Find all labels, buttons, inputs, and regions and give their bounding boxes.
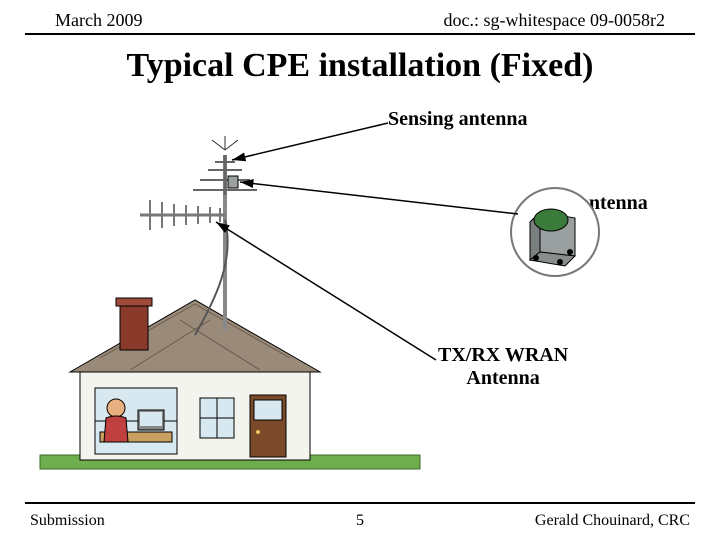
house-wall (80, 370, 310, 460)
label-gps: GPS antenna (535, 192, 648, 215)
header-docref: doc.: sg-whitespace 09-0058r2 (444, 10, 665, 31)
monitor (138, 410, 164, 430)
txrx-antenna-icon (140, 200, 225, 230)
footer-rule (25, 502, 695, 504)
header-date: March 2009 (55, 10, 142, 31)
label-txrx-line2: Antenna (438, 367, 568, 390)
sensing-antenna-icon (193, 136, 257, 195)
window-left (95, 388, 177, 454)
gps-on-mast (228, 176, 238, 188)
arrow-sensing (232, 123, 388, 160)
house-roof (70, 300, 320, 372)
arrow-txrx (216, 222, 436, 360)
label-txrx-line1: TX/RX WRAN (438, 344, 568, 367)
window-right (200, 398, 234, 438)
arrow-gps (240, 182, 518, 214)
chimney (120, 302, 148, 350)
desk (100, 432, 172, 442)
person-body (104, 416, 128, 442)
footer-page: 5 (356, 512, 364, 530)
footer-right: Gerald Chouinard, CRC (535, 512, 690, 530)
grass (40, 455, 420, 469)
person-head (107, 399, 125, 417)
label-sensing: Sensing antenna (388, 108, 528, 131)
door (250, 395, 286, 457)
slide-header: March 2009 doc.: sg-whitespace 09-0058r2 (25, 0, 695, 35)
slide-title: Typical CPE installation (Fixed) (0, 47, 720, 85)
slide-footer: Submission 5 Gerald Chouinard, CRC (0, 512, 720, 530)
footer-left: Submission (30, 512, 105, 530)
antenna-cable (195, 220, 228, 335)
label-txrx: TX/RX WRAN Antenna (438, 344, 568, 390)
